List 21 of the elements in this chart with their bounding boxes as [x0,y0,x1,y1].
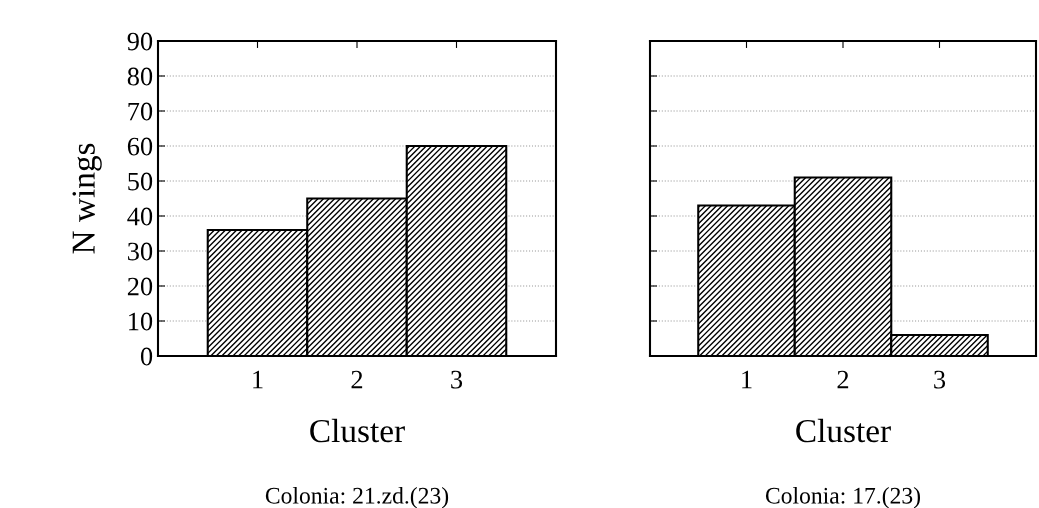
y-tick-label: 60 [127,137,153,156]
x-tick-label: 3 [934,370,946,389]
y-tick-label: 50 [128,172,153,191]
y-tick-label: 70 [128,102,153,121]
y-tick-label: 10 [129,312,153,331]
x-tick-label: 2 [837,370,849,389]
x-tick-label: 1 [742,370,752,389]
y-tick-label: 80 [127,67,153,86]
x-tick-label: 3 [451,370,463,389]
text: Colonia: 21.zd.(23) [265,487,449,508]
text: Colonia: 17.(23) [765,487,920,508]
x-tick-label: 1 [253,370,263,389]
y-tick-label: 0 [140,347,153,366]
x-axis-title: Cluster [796,418,891,443]
x-tick-label: 2 [351,370,363,389]
y-tick-label: 20 [127,277,153,296]
y-tick-label: 40 [127,207,153,226]
y-tick-label: 30 [128,242,153,261]
y-axis-title: N wings [72,143,102,254]
y-tick-label: 90 [127,32,153,51]
x-axis-title: Cluster [310,418,405,443]
